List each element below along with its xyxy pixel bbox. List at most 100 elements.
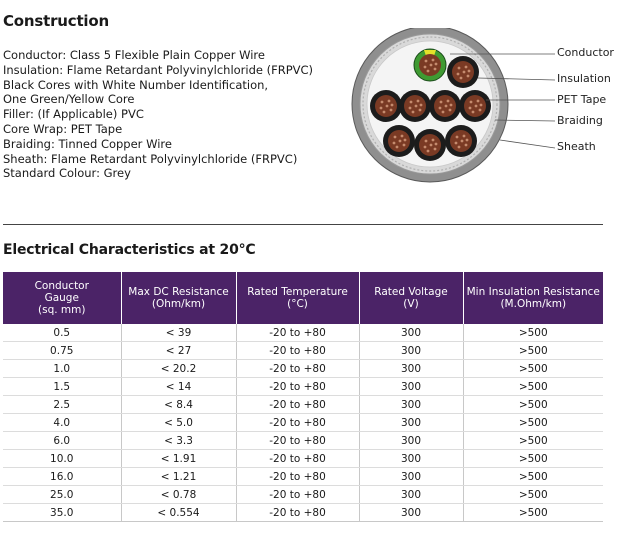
cell-min-insulation-resistance: >500 [463,324,603,342]
copper-strand [419,103,423,107]
cell-rated-voltage: 300 [359,377,464,396]
copper-strand [448,108,452,112]
table-row: 25.0 < 0.78 -20 to +80 300 >500 [3,485,603,504]
copper-strand [464,143,468,147]
copper-strand [423,145,427,149]
copper-strand [439,100,443,104]
cell-min-insulation-resistance: >500 [463,413,603,432]
spec-line: One Green/Yellow Core [3,92,135,107]
header-min-insulation-resistance: Min Insulation Resistance (M.Ohm/km) [463,272,603,324]
callout-leader [499,139,556,149]
cell-max-dc-resistance: < 1.21 [121,467,237,486]
cell-max-dc-resistance: < 8.4 [121,395,237,414]
callout-leader-lines [450,53,556,149]
cell-conductor-gauge: 4.0 [3,413,122,432]
copper-strand [431,58,435,62]
cell-rated-temperature: -20 to +80 [236,395,360,414]
spec-line: Core Wrap: PET Tape [3,121,123,136]
copper-strand [426,149,430,153]
cell-conductor-gauge: 10.0 [3,449,122,468]
copper-strand [456,72,460,76]
cell-max-dc-resistance: < 14 [121,377,237,396]
cell-rated-voltage: 300 [359,395,464,414]
cell-max-dc-resistance: < 1.91 [121,449,237,468]
copper-strand [434,142,438,146]
cell-max-dc-resistance: < 3.3 [121,431,237,450]
cell-min-insulation-resistance: >500 [463,431,603,450]
cell-min-insulation-resistance: >500 [463,449,603,468]
copper-strand [414,104,418,108]
copper-strand [479,103,483,107]
copper-strand [433,67,437,71]
copper-strand [418,108,422,112]
cell-conductor-gauge: 0.75 [3,341,122,360]
callout-insulation: Insulation [557,72,611,85]
callout-conductor: Conductor [557,46,614,59]
table-row: 4.0 < 5.0 -20 to +80 300 >500 [3,413,603,432]
copper-strand [441,110,445,114]
cell-conductor-gauge: 0.5 [3,324,122,342]
copper-strand [464,65,468,69]
copper-strand [382,110,386,114]
copper-strand [429,143,433,147]
electrical-title: Electrical Characteristics at 20°C [3,242,256,258]
header-conductor-gauge: Conductor Gauge (sq. mm) [3,272,122,324]
table-body: 0.5 < 39 -20 to +80 300 >500 0.75 < 27 -20 to +… [3,324,603,522]
copper-strand [462,70,466,74]
copper-strand [408,106,412,110]
construction-spec-list: Conductor: Class 5 Flexible Plain Copper… [3,48,313,181]
copper-strand [446,99,450,103]
copper-strand [455,135,459,139]
cell-rated-temperature: -20 to +80 [236,359,360,378]
copper-strand [460,139,464,143]
cell-rated-voltage: 300 [359,324,464,342]
callout-leader [494,119,556,122]
copper-strand [438,106,442,110]
callout-braiding: Braiding [557,114,603,127]
braid-texture [362,36,498,172]
cell-rated-voltage: 300 [359,431,464,450]
copper-strand [478,108,482,112]
cell-min-insulation-resistance: >500 [463,341,603,360]
cell-rated-temperature: -20 to +80 [236,324,360,342]
cell-min-insulation-resistance: >500 [463,395,603,414]
copper-strand [409,100,413,104]
cell-conductor-gauge: 2.5 [3,395,122,414]
copper-strand [457,145,461,149]
cable-cross-section [351,28,509,183]
copper-strand [471,110,475,114]
cell-max-dc-resistance: < 39 [121,324,237,342]
cell-rated-voltage: 300 [359,359,464,378]
cell-max-dc-resistance: < 0.78 [121,485,237,504]
copper-strand [459,76,463,80]
header-rated-voltage: Rated Voltage (V) [359,272,464,324]
cell-conductor-gauge: 6.0 [3,431,122,450]
cell-rated-temperature: -20 to +80 [236,341,360,360]
cell-rated-voltage: 300 [359,467,464,486]
cell-max-dc-resistance: < 5.0 [121,413,237,432]
cell-rated-temperature: -20 to +80 [236,431,360,450]
copper-strand [474,104,478,108]
spec-line: Insulation: Flame Retardant Polyvinylchl… [3,62,314,77]
copper-strand [390,103,394,107]
copper-strand [433,147,437,151]
cell-max-dc-resistance: < 0.554 [121,503,237,522]
copper-strand [392,141,396,145]
cell-rated-voltage: 300 [359,503,464,522]
copper-strand [385,104,389,108]
copper-strand [400,134,404,138]
cell-conductor-gauge: 35.0 [3,503,122,522]
header-rated-temperature: Rated Temperature (°C) [236,272,360,324]
cell-rated-voltage: 300 [359,485,464,504]
copper-strand [466,74,470,78]
copper-strand [424,59,428,63]
copper-strand [411,110,415,114]
cell-min-insulation-resistance: >500 [463,377,603,396]
cell-min-insulation-resistance: >500 [463,503,603,522]
cell-rated-temperature: -20 to +80 [236,503,360,522]
cell-max-dc-resistance: < 27 [121,341,237,360]
cell-rated-temperature: -20 to +80 [236,467,360,486]
copper-strand [393,135,397,139]
callout-leader [477,77,556,81]
cell-rated-temperature: -20 to +80 [236,449,360,468]
